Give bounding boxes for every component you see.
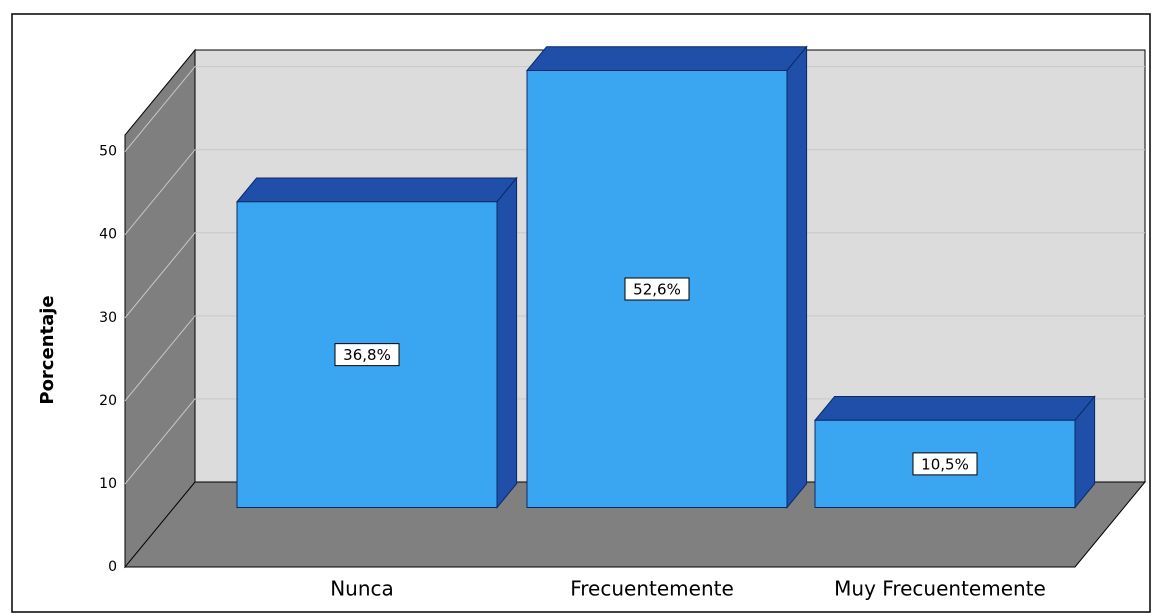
value-label: 36,8% (343, 346, 391, 364)
grid-line (124, 232, 1145, 319)
x-tick-label: Frecuentemente (570, 577, 734, 601)
bar (813, 395, 1096, 509)
y-tick-label: 10 (99, 476, 117, 492)
value-label-box (912, 452, 978, 476)
bar (525, 45, 808, 509)
bar-side (786, 45, 808, 509)
y-tick-label: 50 (99, 144, 117, 160)
bar-top (813, 395, 1096, 421)
y-tick-label: 30 (99, 310, 117, 326)
value-label-box (334, 343, 400, 367)
value-label: 52,6% (633, 281, 681, 299)
grid-line (124, 66, 1145, 152)
y-axis-label: Porcentaje (37, 295, 58, 404)
bar-side (496, 176, 518, 509)
bar-top (525, 46, 808, 72)
bar-top (235, 177, 518, 203)
y-tick-label: 20 (99, 393, 117, 409)
left-wall (124, 48, 196, 569)
plot-area: 0 10 20 30 40 50 36,8% Nunca 52,6% Frecuentemente… (99, 45, 1147, 601)
value-label: 10,5% (921, 455, 969, 473)
value-label-box (624, 277, 690, 301)
grid-line (124, 149, 1145, 236)
bar (235, 176, 518, 509)
y-tick-label: 0 (108, 559, 117, 575)
y-tick-label: 40 (99, 227, 117, 243)
grid-line (124, 315, 1145, 402)
x-tick-label: Nunca (330, 577, 394, 601)
grid-line (124, 398, 1145, 485)
x-tick-label: Muy Frecuentemente (834, 577, 1046, 601)
